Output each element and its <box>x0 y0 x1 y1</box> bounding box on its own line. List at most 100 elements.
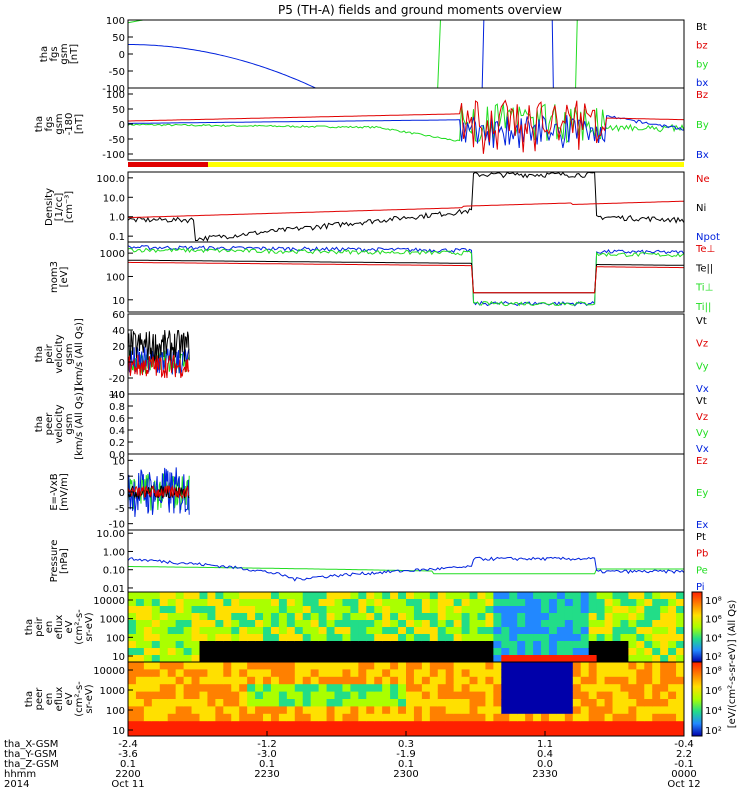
heat-cell <box>453 620 463 628</box>
heat-cell <box>628 721 637 730</box>
heat-cell <box>255 684 264 693</box>
heat-cell <box>143 669 153 678</box>
heat-cell <box>302 669 312 678</box>
heat-cell <box>310 648 320 656</box>
heat-cell <box>366 699 375 707</box>
heat-cell <box>390 641 399 649</box>
heat-cell <box>533 691 542 700</box>
heat-cell <box>215 641 224 649</box>
heat-cell <box>485 606 494 614</box>
heat-cell <box>628 613 637 621</box>
heat-cell <box>572 713 582 722</box>
heat-cell <box>239 606 248 614</box>
heat-cell <box>668 669 677 678</box>
heat-cell <box>525 713 534 722</box>
heat-cell <box>580 634 590 642</box>
heat-cell <box>644 728 653 736</box>
heat-cell <box>660 721 669 730</box>
heat-cell <box>263 641 272 649</box>
heat-cell <box>564 706 574 715</box>
heat-cell <box>374 721 383 730</box>
heat-cell <box>620 613 629 621</box>
ytick-label: 50 <box>112 105 125 116</box>
heat-cell <box>398 634 407 642</box>
mode-bar-slow <box>128 162 208 167</box>
heat-cell <box>469 613 478 621</box>
heat-cell <box>620 592 629 600</box>
heat-cell <box>231 634 240 642</box>
heat-cell <box>429 669 439 678</box>
heat-cell <box>636 706 645 715</box>
heat-cell <box>636 669 645 678</box>
heat-cell <box>429 699 439 707</box>
heat-cell <box>239 713 248 722</box>
heat-cell <box>278 648 288 656</box>
heat-cell <box>588 662 598 670</box>
ytick-label: -20 <box>109 374 125 385</box>
ytick-label: 100 <box>106 16 125 27</box>
heat-cell <box>612 676 621 685</box>
heat-cell <box>390 613 399 621</box>
heat-cell <box>556 691 566 700</box>
heat-cell <box>612 655 621 662</box>
heat-cell <box>231 641 240 649</box>
heat-cell <box>175 655 185 662</box>
heat-cell <box>199 684 208 693</box>
heat-cell <box>413 592 423 600</box>
heat-cell <box>143 706 153 715</box>
footer-value: 2.2 <box>676 749 692 760</box>
heat-cell <box>652 691 661 700</box>
heat-cell <box>239 662 248 670</box>
heat-cell <box>191 627 200 635</box>
ylabel-line: gsm <box>64 413 75 434</box>
heat-cell <box>263 655 272 662</box>
heat-cell <box>652 676 661 685</box>
heat-cell <box>263 627 272 635</box>
heat-cell <box>509 691 518 700</box>
colorbar-tick: 10⁴ <box>705 633 722 644</box>
heat-cell <box>350 620 359 628</box>
heat-cell <box>350 613 359 621</box>
heat-cell <box>128 662 137 670</box>
heat-cell <box>406 662 415 670</box>
heat-cell <box>580 655 590 662</box>
heat-cell <box>128 655 137 662</box>
heat-cell <box>636 684 645 693</box>
heat-cell <box>509 641 518 649</box>
heat-cell <box>366 599 375 607</box>
heat-cell <box>247 641 256 649</box>
heat-cell <box>390 728 399 736</box>
heat-cell <box>223 662 232 670</box>
heat-cell <box>183 648 193 656</box>
heat-cell <box>159 662 169 670</box>
heat-cell <box>461 669 471 678</box>
heat-cell <box>183 713 193 722</box>
heat-cell <box>302 620 312 628</box>
heat-cell <box>366 620 375 628</box>
heat-cell <box>207 713 216 722</box>
heat-cell <box>151 691 161 700</box>
heat-cell <box>541 721 550 730</box>
heat-cell <box>596 699 606 707</box>
heat-cell <box>525 662 534 670</box>
heat-cell <box>302 721 312 730</box>
heat-cell <box>143 676 153 685</box>
heat-cell <box>564 676 574 685</box>
heat-cell <box>660 669 669 678</box>
heat-cell <box>159 706 169 715</box>
heat-cell <box>278 641 288 649</box>
heat-cell <box>437 592 447 600</box>
heat-cell <box>485 721 494 730</box>
heat-cell <box>612 691 621 700</box>
heat-cell <box>660 684 669 693</box>
heat-cell <box>517 713 526 722</box>
ylabel-line: [mV/m] <box>59 473 70 511</box>
footer-value: 0.4 <box>537 749 553 760</box>
heat-cell <box>207 620 216 628</box>
heat-cell <box>620 655 629 662</box>
heat-cell <box>350 684 359 693</box>
heat-cell <box>326 641 336 649</box>
heat-cell <box>231 627 240 635</box>
